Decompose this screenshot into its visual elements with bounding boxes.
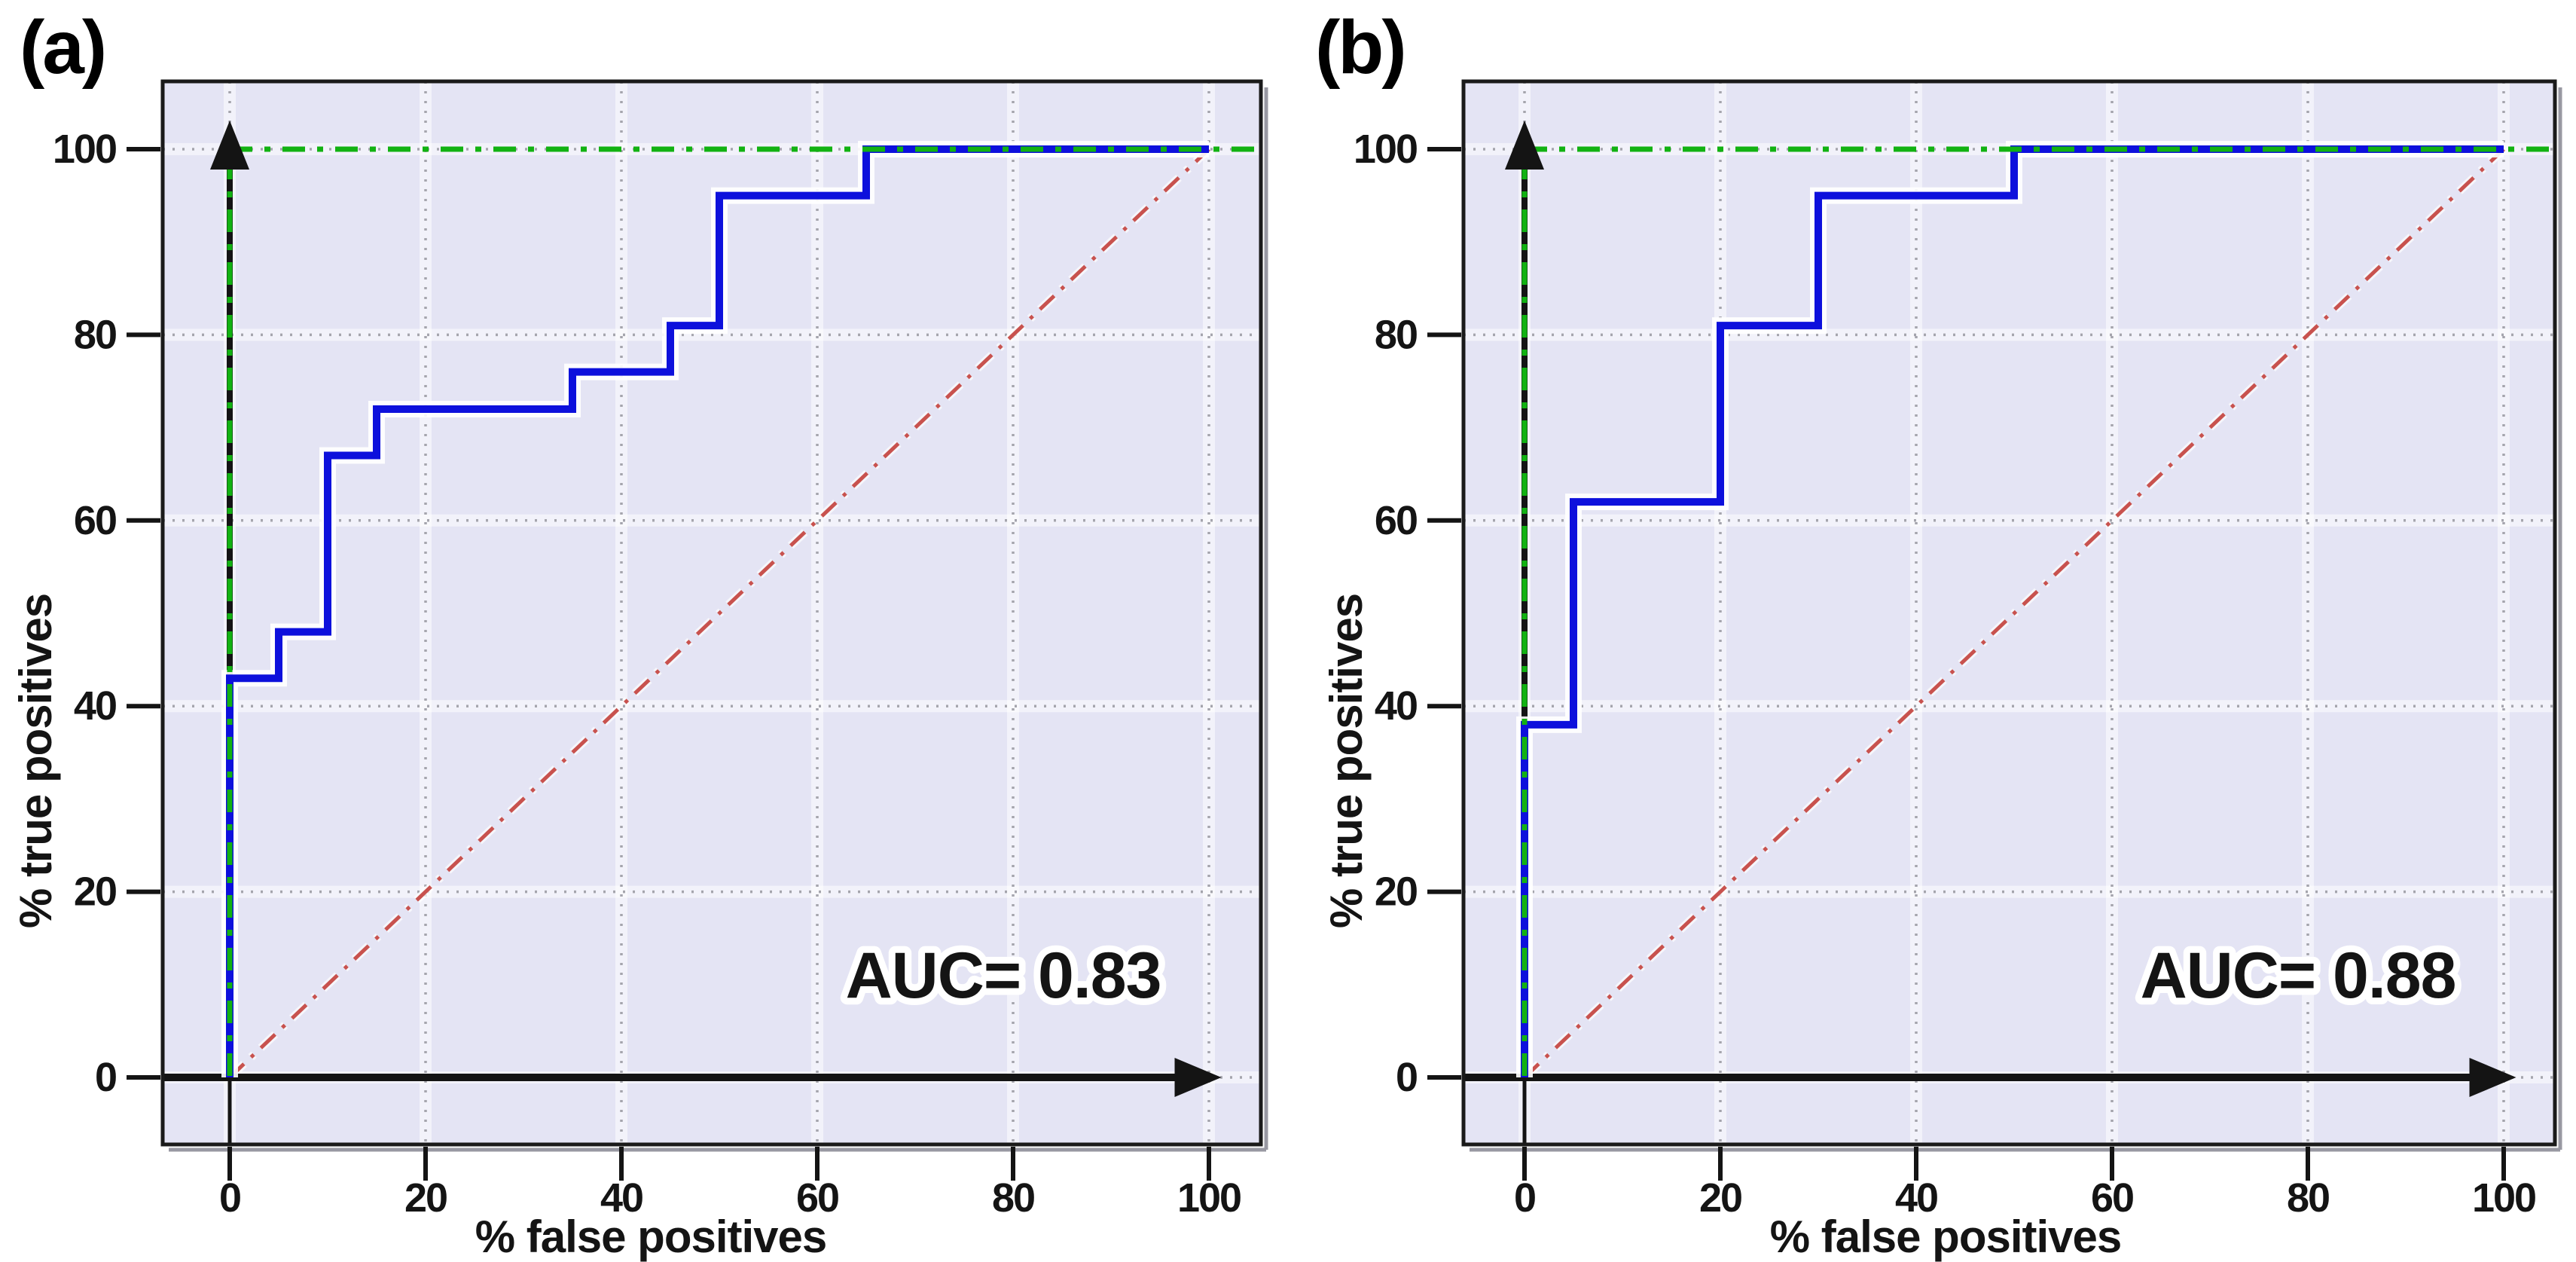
- x-tick-label: 40: [1895, 1175, 1937, 1221]
- y-tick-label: 0: [95, 1055, 116, 1100]
- y-tick-label: 40: [1375, 683, 1417, 729]
- x-tick-label: 60: [796, 1175, 838, 1221]
- y-tick-label: 20: [1375, 869, 1417, 915]
- roc-panel-b: (b) 0 20 40 60 80 100 0 20 40 60 80 100 % false posi…: [1311, 0, 2576, 1262]
- chance-diagonal-line: [1523, 148, 2505, 1079]
- y-tick-label: 100: [1354, 127, 1417, 172]
- plot-border: [1461, 79, 2557, 1147]
- panel-label-a: (a): [20, 5, 107, 90]
- y-axis-arrowhead: [210, 121, 249, 170]
- panel-label-b: (b): [1315, 5, 1407, 90]
- roc-curve: [226, 145, 1209, 1077]
- roc-chart-b: 0 20 40 60 80 100 0 20 40 60 80 100 % false positive…: [1321, 79, 2562, 1262]
- x-tick-label: 80: [992, 1175, 1034, 1221]
- plot-background: [1463, 81, 2555, 1144]
- y-tick-label: 60: [1375, 498, 1417, 543]
- y-axis-title: % true positives: [1321, 594, 1372, 928]
- x-tick-label: 80: [2287, 1175, 2329, 1221]
- auc-annotation: AUC= 0.88: [2141, 940, 2456, 1012]
- x-tick-label: 60: [2091, 1175, 2133, 1221]
- x-tick-label: 40: [600, 1175, 642, 1221]
- y-tick-label: 100: [53, 127, 116, 172]
- auc-annotation: AUC= 0.83: [846, 940, 1161, 1012]
- x-tick-label: 20: [404, 1175, 447, 1221]
- chance-diagonal-line: [228, 148, 1210, 1079]
- x-axis-arrowhead: [1174, 1058, 1222, 1097]
- roc-curve: [1521, 145, 2504, 1077]
- x-axis-arrowhead: [2469, 1058, 2516, 1097]
- x-tick-label: 100: [2472, 1175, 2535, 1221]
- roc-chart-a: 0 20 40 60 80 100 0 20 40 60 80 100 % false positive…: [11, 79, 1268, 1262]
- y-axis-title: % true positives: [11, 594, 61, 928]
- x-axis-title: % false positives: [475, 1212, 827, 1262]
- x-tick-label: 0: [219, 1175, 240, 1221]
- x-tick-label: 20: [1699, 1175, 1741, 1221]
- plot-border: [160, 79, 1263, 1147]
- y-tick-label: 20: [74, 869, 116, 915]
- y-tick-label: 0: [1396, 1055, 1417, 1100]
- y-tick-label: 60: [74, 498, 116, 543]
- y-tick-label: 80: [74, 312, 116, 357]
- y-tick-label: 40: [74, 683, 116, 729]
- x-tick-label: 0: [1514, 1175, 1535, 1221]
- y-axis-arrowhead: [1505, 121, 1544, 170]
- x-axis-title: % false positives: [1770, 1212, 2122, 1262]
- roc-panel-a: (a) 0 20 40 60 80 100 0 20 40 60 80 100 % false posi…: [11, 5, 1268, 1262]
- x-tick-label: 100: [1177, 1175, 1241, 1221]
- y-tick-label: 80: [1375, 312, 1417, 357]
